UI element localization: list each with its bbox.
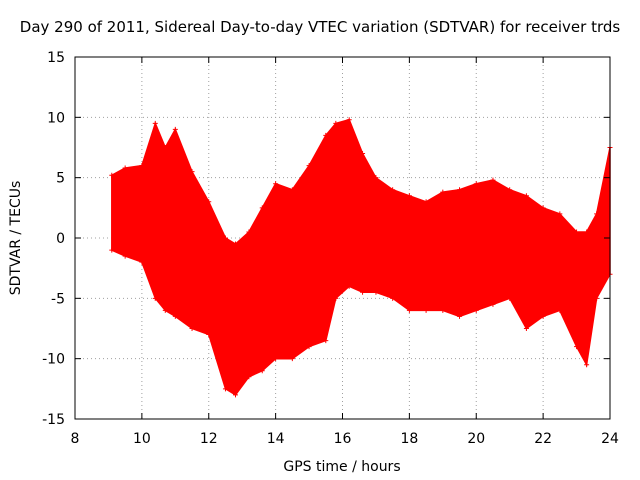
data-point xyxy=(259,368,265,374)
data-point xyxy=(139,163,145,169)
data-point xyxy=(189,169,195,175)
data-point xyxy=(152,295,158,301)
data-point xyxy=(423,307,429,313)
y-tick-label: -10 xyxy=(42,352,65,368)
data-point xyxy=(306,163,312,169)
y-tick-label: 15 xyxy=(47,50,65,66)
data-point xyxy=(273,181,279,187)
data-series xyxy=(109,117,613,398)
y-axis-label: SDTVAR / TECUs xyxy=(8,181,24,296)
data-point xyxy=(490,301,496,307)
data-point xyxy=(222,235,228,241)
x-axis-label: GPS time / hours xyxy=(283,459,400,475)
data-point xyxy=(523,326,529,331)
data-point xyxy=(423,199,429,205)
data-point xyxy=(473,307,479,313)
data-point xyxy=(440,307,446,313)
data-point xyxy=(373,175,379,181)
y-tick-label: 5 xyxy=(56,171,65,187)
data-point xyxy=(457,313,463,319)
x-tick-label: 8 xyxy=(71,431,80,447)
data-point xyxy=(323,338,329,344)
data-point xyxy=(390,187,396,193)
data-point xyxy=(233,392,238,398)
data-point xyxy=(246,374,252,380)
data-point xyxy=(233,241,238,247)
data-point xyxy=(346,117,352,123)
data-point xyxy=(306,344,312,350)
data-point xyxy=(360,151,366,157)
data-point xyxy=(122,165,128,171)
data-point xyxy=(346,283,352,289)
data-point xyxy=(490,177,496,183)
y-tick-label: -15 xyxy=(42,412,65,428)
x-tick-label: 22 xyxy=(534,431,552,447)
data-point xyxy=(523,193,529,199)
data-point xyxy=(540,205,546,211)
data-point xyxy=(246,229,252,235)
data-point xyxy=(457,187,463,193)
data-point xyxy=(333,295,339,301)
data-point xyxy=(162,307,168,313)
data-point xyxy=(152,120,158,126)
data-point xyxy=(557,211,563,217)
data-point xyxy=(473,181,479,187)
data-point xyxy=(139,259,145,265)
data-point xyxy=(507,187,513,193)
data-point xyxy=(172,313,178,319)
data-point xyxy=(162,145,168,150)
data-point xyxy=(507,295,513,301)
data-point xyxy=(557,307,563,313)
data-point xyxy=(323,132,329,138)
data-point xyxy=(122,253,128,259)
data-point xyxy=(109,247,115,253)
data-point xyxy=(574,344,580,350)
data-point xyxy=(594,211,600,217)
data-point xyxy=(594,295,600,301)
data-point xyxy=(259,205,265,211)
data-point xyxy=(440,189,446,195)
x-tick-label: 10 xyxy=(133,431,151,447)
data-point xyxy=(273,356,279,362)
data-point xyxy=(406,307,412,313)
data-band xyxy=(111,118,611,396)
data-point xyxy=(574,229,580,235)
x-tick-label: 24 xyxy=(601,431,619,447)
data-point xyxy=(289,356,295,362)
data-point xyxy=(289,187,295,193)
data-point xyxy=(540,313,546,319)
data-point xyxy=(109,172,115,178)
chart-title: Day 290 of 2011, Sidereal Day-to-day VTE… xyxy=(19,18,621,36)
y-tick-label: 0 xyxy=(56,231,65,247)
data-point xyxy=(172,126,178,132)
x-tick-label: 14 xyxy=(267,431,285,447)
data-point xyxy=(360,289,366,295)
x-tick-label: 18 xyxy=(400,431,418,447)
y-tick-label: 10 xyxy=(47,110,65,126)
data-point xyxy=(390,295,396,301)
x-tick-label: 16 xyxy=(334,431,352,447)
data-point xyxy=(206,199,212,205)
data-point xyxy=(333,120,339,126)
data-point xyxy=(584,229,590,235)
data-point xyxy=(189,326,195,331)
x-tick-label: 12 xyxy=(200,431,218,447)
data-point xyxy=(373,289,379,295)
y-tick-label: -5 xyxy=(51,291,65,307)
data-point xyxy=(206,332,212,338)
x-tick-label: 20 xyxy=(467,431,485,447)
axis-ticks: 8 10 12 14 16 18 20 22 24 -15 -10 -5 0 5 10 15 xyxy=(42,50,619,447)
data-point xyxy=(584,362,590,368)
data-point xyxy=(406,193,412,199)
data-point xyxy=(222,386,228,392)
